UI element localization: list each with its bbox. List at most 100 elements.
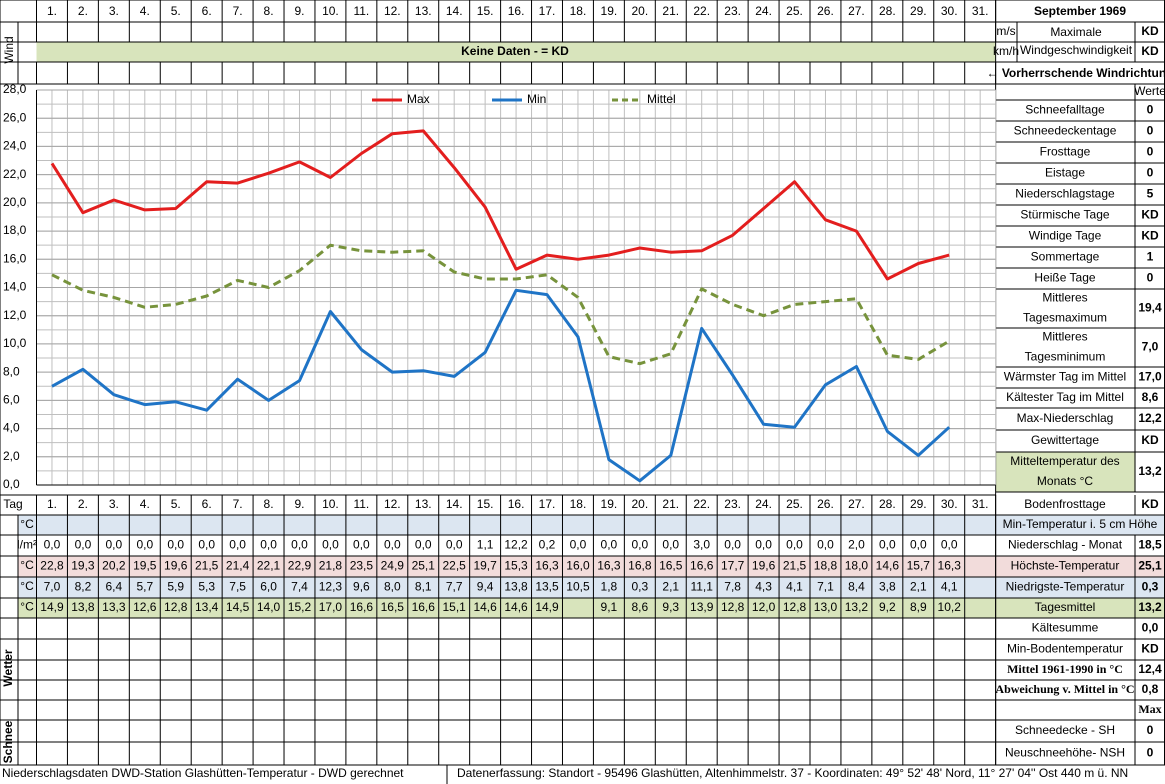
day-label: 12. (384, 4, 401, 18)
table-value: 8,6 (631, 600, 648, 614)
summary-value: 0,0 (1142, 621, 1159, 635)
stat-value: KD (1141, 208, 1159, 222)
summary-value: 0,3 (1142, 580, 1159, 594)
table-value: 16,6 (412, 600, 436, 614)
table-value: 9,6 (353, 580, 370, 594)
vertical-label: Wetter (1, 649, 15, 686)
day-label: 30. (941, 4, 958, 18)
stat-label: Wärmster Tag im Mittel (1004, 370, 1126, 384)
table-value: 0,0 (415, 538, 432, 552)
stat-label: Mittleres (1042, 330, 1087, 344)
table-value: 0,0 (724, 538, 741, 552)
day-label: 2. (78, 4, 88, 18)
table-value: 22,9 (288, 559, 312, 573)
day-label: 4. (140, 4, 150, 18)
table-value: 7,4 (291, 580, 308, 594)
day-label: 27. (848, 497, 865, 511)
stat-label: Niederschlagstage (1015, 187, 1115, 201)
table-value: 13,5 (535, 580, 559, 594)
table-value: 0,0 (817, 538, 834, 552)
unit-label: °C (20, 558, 34, 572)
table-value: 0,0 (570, 538, 587, 552)
table-value: 21,5 (783, 559, 807, 573)
table-value: 12,2 (504, 538, 528, 552)
footer-right: Datenerfassung: Standort - 95496 Glashüt… (457, 766, 1128, 780)
table-value: 0,0 (167, 538, 184, 552)
table-value: 19,6 (164, 559, 188, 573)
day-label: 5. (171, 497, 181, 511)
day-label: 6. (202, 497, 212, 511)
stat-label: Tagesmaximum (1023, 311, 1107, 325)
table-value: 0,0 (941, 538, 958, 552)
table-value: 12,8 (783, 600, 807, 614)
table-value: 23,5 (350, 559, 374, 573)
table-value: 0,0 (106, 538, 123, 552)
table-value: 4,3 (755, 580, 772, 594)
wind-unit: m/s (996, 24, 1015, 38)
summary-label: Bodenfrosttage (1024, 497, 1106, 511)
cell-bg (18, 515, 996, 535)
cell-bg (995, 515, 1165, 535)
table-value: 7,0 (44, 580, 61, 594)
day-label: 9. (294, 497, 304, 511)
stat-label: Kältester Tag im Mittel (1006, 390, 1124, 404)
table-value: 5,9 (167, 580, 184, 594)
table-value: 0,0 (229, 538, 246, 552)
stat-value: 19,4 (1138, 301, 1162, 315)
day-label: 14. (446, 497, 463, 511)
table-value: 13,8 (504, 580, 528, 594)
table-value: 10,5 (566, 580, 590, 594)
stat-value: KD (1141, 433, 1159, 447)
y-tick-label: 20,0 (3, 195, 27, 209)
day-label: 13. (415, 4, 432, 18)
table-value: 15,7 (907, 559, 931, 573)
day-label: 28. (879, 4, 896, 18)
summary-label: Schneedecke - SH (1015, 723, 1115, 737)
table-value: 20,2 (102, 559, 126, 573)
table-value: 0,3 (631, 580, 648, 594)
stat-value: 0 (1147, 271, 1154, 285)
table-value: 19,6 (752, 559, 776, 573)
table-value: 17,0 (319, 600, 343, 614)
sheet-title: September 1969 (1034, 4, 1126, 18)
table-value: 17,7 (721, 559, 745, 573)
table-value: 0,0 (384, 538, 401, 552)
stat-label: Gewittertage (1031, 433, 1099, 447)
footer-bg (0, 765, 1165, 784)
table-value: 16,6 (690, 559, 714, 573)
stat-label: Mitteltemperatur des (1010, 454, 1119, 468)
table-value: 12,3 (319, 580, 343, 594)
table-value: 14,6 (473, 600, 497, 614)
stat-label: Windige Tage (1029, 229, 1102, 243)
unit-label: °C (20, 600, 34, 614)
table-value: 2,1 (910, 580, 927, 594)
day-label: 30. (941, 497, 958, 511)
day-label: 26. (817, 4, 834, 18)
summary-label: Abweichung v. Mittel in °C (995, 682, 1134, 696)
day-label: 18. (570, 4, 587, 18)
table-value: 18,0 (845, 559, 869, 573)
stat-value: 1 (1147, 250, 1154, 264)
table-value: 22,5 (443, 559, 467, 573)
summary-label: Tagesmittel (1035, 600, 1096, 614)
table-value: 7,8 (724, 580, 741, 594)
day-label: 22. (693, 497, 710, 511)
day-label: 1. (47, 4, 57, 18)
wind-unit: km/h (993, 44, 1019, 58)
series-line (51, 243, 950, 366)
summary-label: Min-Temperatur i. 5 cm Höhe (1003, 517, 1158, 531)
cell-bg (995, 556, 1165, 577)
day-label: 23. (724, 4, 741, 18)
table-value: 16,3 (597, 559, 621, 573)
legend-label: Max (407, 92, 430, 106)
day-label: 11. (353, 497, 369, 511)
summary-label: Höchste-Temperatur (1011, 559, 1120, 573)
unit-label: °C (20, 579, 34, 593)
day-label: 27. (848, 4, 865, 18)
stat-label: Max-Niederschlag (1017, 411, 1114, 425)
cell-bg (995, 598, 1165, 618)
day-label: 3. (109, 497, 119, 511)
stats-header: Werte (1134, 84, 1165, 98)
stat-value: 13,2 (1138, 464, 1162, 478)
